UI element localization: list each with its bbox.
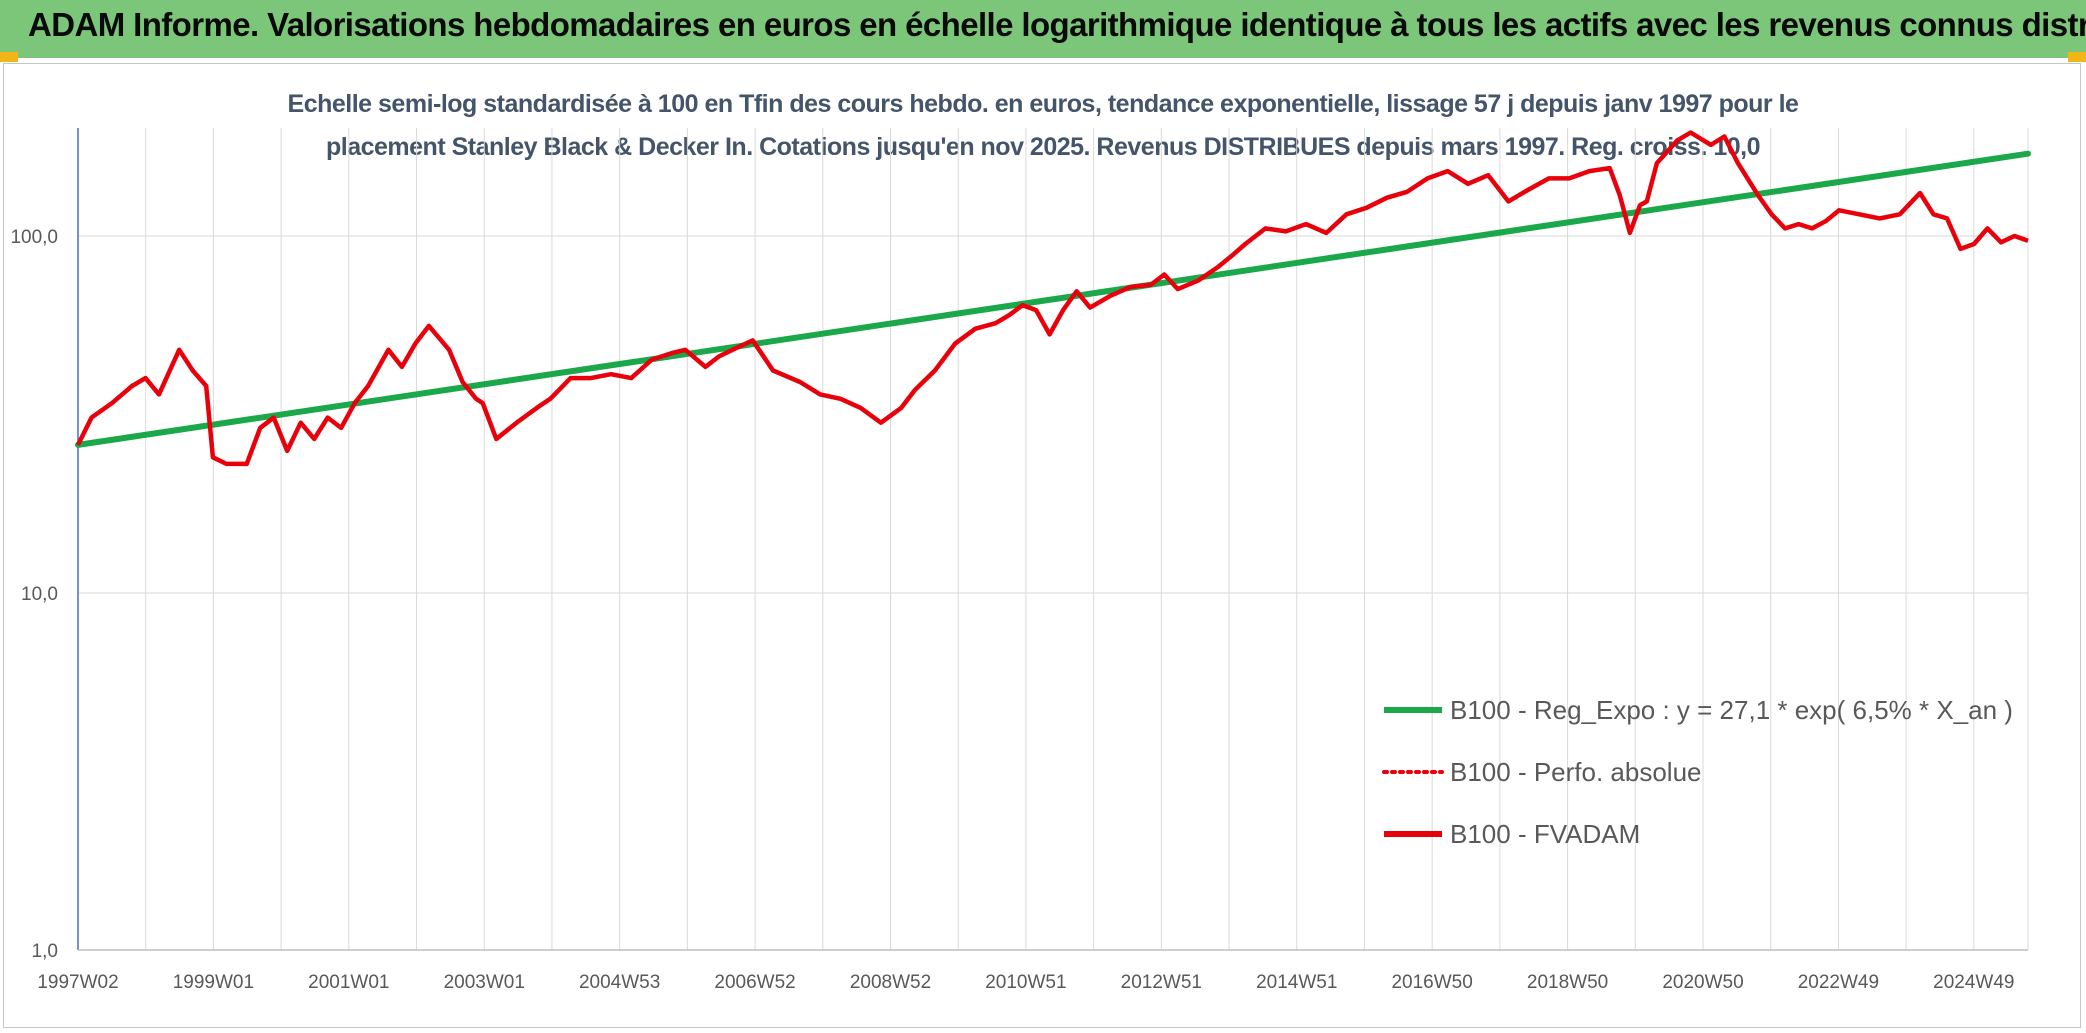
chart-frame <box>3 63 2081 1028</box>
x-tick-label: 2012W51 <box>1121 972 1202 993</box>
x-tick-label: 2003W01 <box>444 972 525 993</box>
x-tick-label: 2010W51 <box>985 972 1066 993</box>
series-regression-line <box>75 150 2031 448</box>
x-tick-label: 2001W01 <box>308 972 389 993</box>
report-banner: ADAM Informe. Valorisations hebdomadaire… <box>0 0 2086 58</box>
x-tick-label: 2018W50 <box>1527 972 1608 993</box>
x-tick-label: 2014W51 <box>1256 972 1337 993</box>
y-tick-label: 100,0 <box>10 227 58 248</box>
series-fvadam-line <box>75 130 2029 467</box>
x-tick-label: 2004W53 <box>579 972 660 993</box>
x-tick-label: 1997W02 <box>37 972 118 993</box>
corner-marker-right <box>2068 52 2086 62</box>
chart-title-line-2: placement Stanley Black & Decker In. Cot… <box>326 133 1761 161</box>
legend-entry-fvadam-label: B100 - FVADAM <box>1450 819 1640 849</box>
x-tick-label: 2020W50 <box>1662 972 1743 993</box>
legend-entry-perfo-label: B100 - Perfo. absolue <box>1450 757 1702 787</box>
report-title: ADAM Informe. Valorisations hebdomadaire… <box>28 6 2086 43</box>
legend-entry-regression-label: B100 - Reg_Expo : y = 27,1 * exp( 6,5% *… <box>1450 695 2013 725</box>
x-tick-label: 2006W52 <box>714 972 795 993</box>
chart-title-line-1: Echelle semi-log standardisée à 100 en T… <box>287 90 1799 118</box>
corner-marker-left <box>0 52 18 62</box>
x-tick-label: 2022W49 <box>1798 972 1879 993</box>
y-tick-label: 1,0 <box>32 941 58 962</box>
x-tick-label: 2016W50 <box>1391 972 1472 993</box>
y-tick-label: 10,0 <box>21 584 58 605</box>
x-tick-label: 1999W01 <box>173 972 254 993</box>
x-tick-label: 2008W52 <box>850 972 931 993</box>
x-tick-label: 2024W49 <box>1933 972 2014 993</box>
